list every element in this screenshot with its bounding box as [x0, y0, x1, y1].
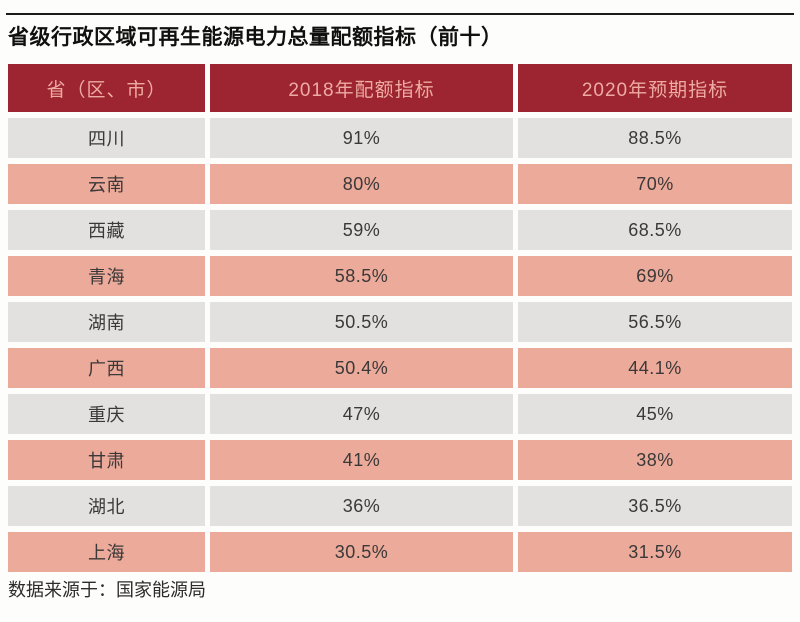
table-row: 湖南 50.5% 56.5%: [8, 302, 792, 342]
quota-2018-cell: 50.4%: [210, 348, 513, 388]
page-title: 省级行政区域可再生能源电力总量配额指标（前十）: [8, 26, 503, 49]
column-header-quota-2018: 2018年配额指标: [210, 64, 513, 112]
quota-2018-cell: 58.5%: [210, 256, 513, 296]
table-row: 甘肃 41% 38%: [8, 440, 792, 480]
quota-2020-cell: 69%: [518, 256, 792, 296]
quota-2020-cell: 70%: [518, 164, 792, 204]
quota-2020-cell: 44.1%: [518, 348, 792, 388]
province-cell: 青海: [8, 256, 205, 296]
province-cell: 重庆: [8, 394, 205, 434]
quota-2020-cell: 68.5%: [518, 210, 792, 250]
table-row: 广西 50.4% 44.1%: [8, 348, 792, 388]
quota-2020-cell: 88.5%: [518, 118, 792, 158]
province-cell: 甘肃: [8, 440, 205, 480]
quota-2020-cell: 31.5%: [518, 532, 792, 572]
quota-2020-cell: 56.5%: [518, 302, 792, 342]
quota-2018-cell: 91%: [210, 118, 513, 158]
quota-table: 省（区、市） 2018年配额指标 2020年预期指标 四川 91% 88.5% …: [8, 64, 792, 572]
table-row: 西藏 59% 68.5%: [8, 210, 792, 250]
quota-2018-cell: 30.5%: [210, 532, 513, 572]
table-row: 重庆 47% 45%: [8, 394, 792, 434]
data-source-note: 数据来源于：国家能源局: [8, 580, 206, 600]
quota-2018-cell: 36%: [210, 486, 513, 526]
province-cell: 上海: [8, 532, 205, 572]
quota-2018-cell: 47%: [210, 394, 513, 434]
quota-2020-cell: 36.5%: [518, 486, 792, 526]
quota-2018-cell: 41%: [210, 440, 513, 480]
quota-2020-cell: 38%: [518, 440, 792, 480]
table-row: 青海 58.5% 69%: [8, 256, 792, 296]
column-header-quota-2020: 2020年预期指标: [518, 64, 792, 112]
column-header-province: 省（区、市）: [8, 64, 205, 112]
quota-2018-cell: 80%: [210, 164, 513, 204]
province-cell: 湖南: [8, 302, 205, 342]
top-rule: [6, 13, 794, 15]
province-cell: 西藏: [8, 210, 205, 250]
table-row: 上海 30.5% 31.5%: [8, 532, 792, 572]
province-cell: 湖北: [8, 486, 205, 526]
province-cell: 四川: [8, 118, 205, 158]
table-row: 云南 80% 70%: [8, 164, 792, 204]
quota-2020-cell: 45%: [518, 394, 792, 434]
province-cell: 广西: [8, 348, 205, 388]
province-cell: 云南: [8, 164, 205, 204]
table-header-row: 省（区、市） 2018年配额指标 2020年预期指标: [8, 64, 792, 112]
quota-2018-cell: 50.5%: [210, 302, 513, 342]
quota-2018-cell: 59%: [210, 210, 513, 250]
table-row: 湖北 36% 36.5%: [8, 486, 792, 526]
table-row: 四川 91% 88.5%: [8, 118, 792, 158]
